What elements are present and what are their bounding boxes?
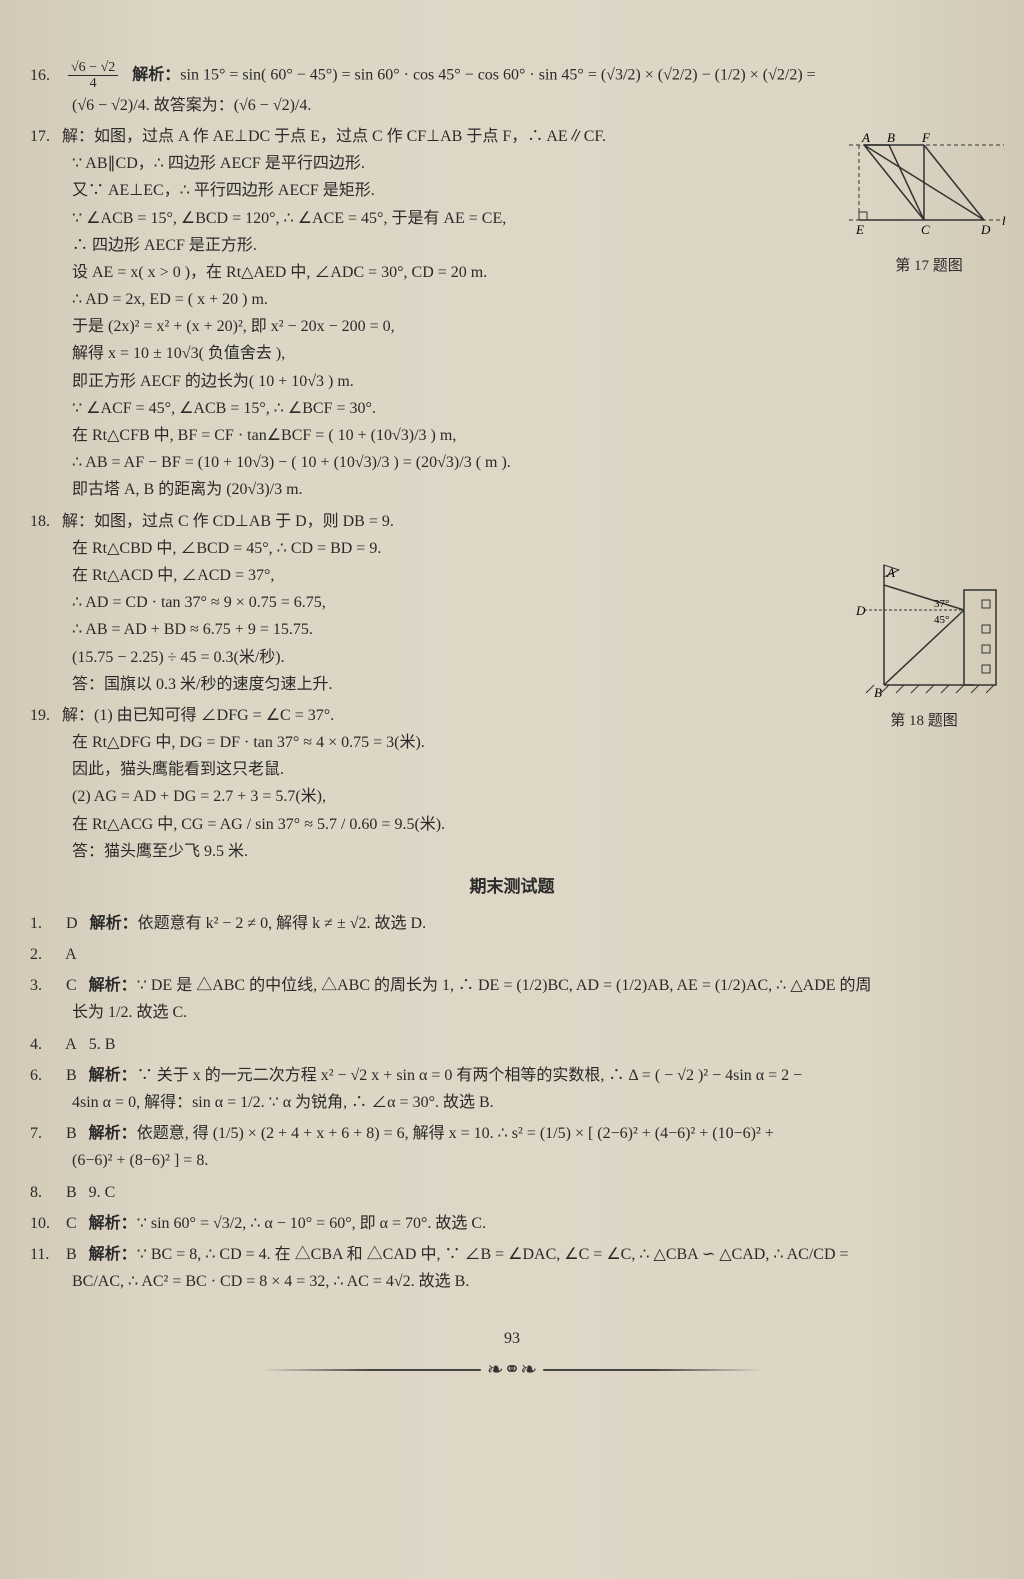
q18-num: 18. xyxy=(30,508,62,535)
f11-body1: ∵ BC = 8, ∴ CD = 4. 在 △CBA 和 △CAD 中, ∵ ∠… xyxy=(137,1246,849,1263)
q19-line-0: 解：(1) 由已知可得 ∠DFG = ∠C = 37°. xyxy=(62,707,334,724)
f6-num: 6. xyxy=(30,1062,62,1089)
f1-ans: D xyxy=(66,915,78,932)
f3-num: 3. xyxy=(30,972,62,999)
q17-line-9: 即正方形 AECF 的边长为( 10 + 10√3 ) m. xyxy=(30,368,994,395)
q19-num: 19. xyxy=(30,702,62,729)
final-q3: 3. C 解析：∵ DE 是 △ABC 的中位线, △ABC 的周长为 1, ∴… xyxy=(30,972,994,1026)
footer-line-right xyxy=(543,1369,763,1371)
q19-line-3: (2) AG = AD + DG = 2.7 + 3 = 5.7(米), xyxy=(30,783,994,810)
q18-line-4: ∴ AB = AD + BD ≈ 6.75 + 9 = 15.75. xyxy=(30,616,994,643)
q17-num: 17. xyxy=(30,123,62,150)
f5-ans: B xyxy=(105,1036,116,1053)
f2-ans: A xyxy=(65,946,77,963)
f10-body: ∵ sin 60° = √3/2, ∴ α − 10° = 60°, 即 α =… xyxy=(137,1215,486,1232)
f5-num: 5. xyxy=(89,1036,101,1053)
q18-line-0: 解：如图，过点 C 作 CD⊥AB 于 D，则 DB = 9. xyxy=(62,513,394,530)
q17-line-1: ∵ AB∥CD，∴ 四边形 AECF 是平行四边形. xyxy=(30,150,994,177)
f7-num: 7. xyxy=(30,1120,62,1147)
final-q8-9: 8. B 9. C xyxy=(30,1179,994,1206)
page: 16. √6 − √24 解析：sin 15° = sin( 60° − 45°… xyxy=(0,0,1024,1579)
f11-ans: B xyxy=(66,1246,77,1263)
f6-body2: 4sin α = 0, 解得：sin α = 1/2. ∵ α 为锐角, ∴ ∠… xyxy=(30,1089,994,1116)
final-q7: 7. B 解析：依题意, 得 (1/5) × (2 + 4 + x + 6 + … xyxy=(30,1120,994,1174)
page-footer: 93 ❧⚭❧ xyxy=(30,1325,994,1386)
page-number: 93 xyxy=(30,1325,994,1352)
q16-label: 解析： xyxy=(132,67,180,84)
f9-ans: C xyxy=(105,1184,116,1201)
q19-line-4: 在 Rt△ACG 中, CG = AG / sin 37° ≈ 5.7 / 0.… xyxy=(30,811,994,838)
f4-ans: A xyxy=(65,1036,77,1053)
f10-num: 10. xyxy=(30,1210,62,1237)
f6-label: 解析： xyxy=(89,1067,137,1084)
f1-body: 依题意有 k² − 2 ≠ 0, 解得 k ≠ ± √2. 故选 D. xyxy=(138,915,427,932)
f10-ans: C xyxy=(66,1215,77,1232)
f7-label: 解析： xyxy=(89,1125,137,1142)
final-q2: 2. A xyxy=(30,941,994,968)
footer-ornament: ❧⚭❧ xyxy=(30,1353,994,1387)
final-q11: 11. B 解析：∵ BC = 8, ∴ CD = 4. 在 △CBA 和 △C… xyxy=(30,1241,994,1295)
q17-line-10: ∵ ∠ACF = 45°, ∠ACB = 15°, ∴ ∠BCF = 30°. xyxy=(30,395,994,422)
q17-line-0: 解：如图，过点 A 作 AE⊥DC 于点 E，过点 C 作 CF⊥AB 于点 F… xyxy=(62,128,606,145)
f1-label: 解析： xyxy=(90,915,138,932)
f11-label: 解析： xyxy=(89,1246,137,1263)
f6-ans: B xyxy=(66,1067,77,1084)
q16-body1: sin 15° = sin( 60° − 45°) = sin 60° · co… xyxy=(180,67,815,84)
q16-num: 16. xyxy=(30,62,62,89)
problem-19: 19.解：(1) 由已知可得 ∠DFG = ∠C = 37°. 在 Rt△DFG… xyxy=(30,702,994,865)
footer-line-left xyxy=(261,1369,481,1371)
f3-body2: 长为 1/2. 故选 C. xyxy=(30,999,994,1026)
f8-num: 8. xyxy=(30,1179,62,1206)
f9-num: 9. xyxy=(89,1184,101,1201)
problem-17: 17.解：如图，过点 A 作 AE⊥DC 于点 E，过点 C 作 CF⊥AB 于… xyxy=(30,123,994,504)
q16-body2: (√6 − √2)/4. 故答案为：(√6 − √2)/4. xyxy=(30,92,994,119)
q17-line-5: 设 AE = x( x > 0 )，在 Rt△AED 中, ∠ADC = 30°… xyxy=(30,259,994,286)
problem-18: 18.解：如图，过点 C 作 CD⊥AB 于 D，则 DB = 9. 在 Rt△… xyxy=(30,508,994,698)
q17-line-4: ∴ 四边形 AECF 是正方形. xyxy=(30,232,994,259)
svg-text:l: l xyxy=(1002,213,1006,228)
final-q4-5: 4. A 5. B xyxy=(30,1031,994,1058)
q17-line-6: ∴ AD = 2x, ED = ( x + 20 ) m. xyxy=(30,286,994,313)
q17-line-3: ∵ ∠ACB = 15°, ∠BCD = 120°, ∴ ∠ACE = 45°,… xyxy=(30,205,994,232)
problem-16: 16. √6 − √24 解析：sin 15° = sin( 60° − 45°… xyxy=(30,60,994,119)
f2-num: 2. xyxy=(30,941,62,968)
f7-body1: 依题意, 得 (1/5) × (2 + 4 + x + 6 + 8) = 6, … xyxy=(137,1125,774,1142)
q18-line-3: ∴ AD = CD · tan 37° ≈ 9 × 0.75 = 6.75, xyxy=(30,589,994,616)
f7-ans: B xyxy=(66,1125,77,1142)
f7-body2: (6−6)² + (8−6)² ] = 8. xyxy=(30,1147,994,1174)
footer-ornament-icon: ❧⚭❧ xyxy=(481,1353,543,1387)
f11-num: 11. xyxy=(30,1241,62,1268)
final-q6: 6. B 解析：∵ 关于 x 的一元二次方程 x² − √2 x + sin α… xyxy=(30,1062,994,1116)
final-q1: 1. D 解析：依题意有 k² − 2 ≠ 0, 解得 k ≠ ± √2. 故选… xyxy=(30,910,994,937)
q18-line-5: (15.75 − 2.25) ÷ 45 = 0.3(米/秒). xyxy=(30,644,994,671)
q17-line-8: 解得 x = 10 ± 10√3( 负值舍去 ), xyxy=(30,340,994,367)
f10-label: 解析： xyxy=(89,1215,137,1232)
q19-line-5: 答：猫头鹰至少飞 9.5 米. xyxy=(30,838,994,865)
f8-ans: B xyxy=(66,1184,77,1201)
q17-line-11: 在 Rt△CFB 中, BF = CF · tan∠BCF = ( 10 + (… xyxy=(30,422,994,449)
q17-line-12: ∴ AB = AF − BF = (10 + 10√3) − ( 10 + (1… xyxy=(30,449,994,476)
f6-body1: ∵ 关于 x 的一元二次方程 x² − √2 x + sin α = 0 有两个… xyxy=(137,1067,803,1084)
q17-line-7: 于是 (2x)² = x² + (x + 20)², 即 x² − 20x − … xyxy=(30,313,994,340)
f3-label: 解析： xyxy=(89,977,137,994)
q17-line-13: 即古塔 A, B 的距离为 (20√3)/3 m. xyxy=(30,476,994,503)
q19-line-2: 因此，猫头鹰能看到这只老鼠. xyxy=(30,756,994,783)
f4-num: 4. xyxy=(30,1031,62,1058)
f3-body1: ∵ DE 是 △ABC 的中位线, △ABC 的周长为 1, ∴ DE = (1… xyxy=(137,977,872,994)
q18-line-6: 答：国旗以 0.3 米/秒的速度匀速上升. xyxy=(30,671,994,698)
f11-body2: BC/AC, ∴ AC² = BC · CD = 8 × 4 = 32, ∴ A… xyxy=(30,1268,994,1295)
final-q10: 10. C 解析：∵ sin 60° = √3/2, ∴ α − 10° = 6… xyxy=(30,1210,994,1237)
f3-ans: C xyxy=(66,977,77,994)
q18-line-1: 在 Rt△CBD 中, ∠BCD = 45°, ∴ CD = BD = 9. xyxy=(30,535,994,562)
q19-line-1: 在 Rt△DFG 中, DG = DF · tan 37° ≈ 4 × 0.75… xyxy=(30,729,994,756)
section-title: 期末测试题 xyxy=(30,873,994,902)
f1-num: 1. xyxy=(30,910,62,937)
q18-line-2: 在 Rt△ACD 中, ∠ACD = 37°, xyxy=(30,562,994,589)
q17-line-2: 又∵ AE⊥EC，∴ 平行四边形 AECF 是矩形. xyxy=(30,177,994,204)
